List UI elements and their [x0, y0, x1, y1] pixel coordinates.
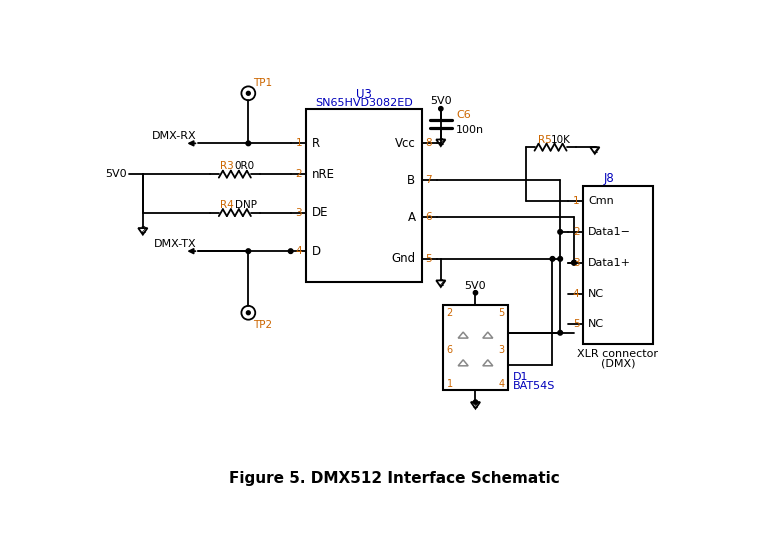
Text: B: B — [407, 174, 416, 187]
Text: DE: DE — [313, 206, 329, 219]
Text: (DMX): (DMX) — [601, 358, 635, 369]
Circle shape — [557, 229, 562, 234]
Text: U3: U3 — [356, 88, 372, 101]
Text: 2: 2 — [573, 227, 579, 237]
Text: A: A — [407, 211, 416, 224]
Text: C6: C6 — [456, 110, 471, 120]
Text: 2: 2 — [438, 279, 444, 288]
Text: 5: 5 — [425, 254, 432, 264]
Circle shape — [474, 290, 477, 295]
Text: D1: D1 — [513, 372, 528, 383]
Text: R3: R3 — [220, 161, 234, 171]
Circle shape — [550, 257, 554, 261]
Circle shape — [439, 107, 443, 111]
FancyBboxPatch shape — [583, 186, 652, 343]
Text: 6: 6 — [447, 345, 453, 354]
Text: 2: 2 — [592, 145, 598, 155]
Text: 5V0: 5V0 — [105, 169, 127, 179]
Text: 7: 7 — [425, 175, 432, 185]
Text: DMX-TX: DMX-TX — [154, 239, 197, 249]
Circle shape — [571, 260, 576, 265]
Text: 2: 2 — [140, 227, 146, 236]
FancyBboxPatch shape — [306, 109, 421, 282]
Text: 1: 1 — [573, 196, 579, 206]
Text: DMX-RX: DMX-RX — [152, 132, 197, 142]
Text: 5: 5 — [573, 319, 579, 329]
Text: 5V0: 5V0 — [464, 281, 487, 291]
Text: 4: 4 — [498, 379, 504, 389]
Text: BAT54S: BAT54S — [513, 381, 555, 391]
Text: 3: 3 — [498, 345, 504, 354]
Text: 2: 2 — [296, 169, 302, 179]
Text: 4: 4 — [573, 289, 579, 299]
Text: R4: R4 — [220, 200, 234, 210]
Text: 10K: 10K — [551, 134, 571, 144]
Text: 2: 2 — [447, 308, 453, 318]
Text: 5V0: 5V0 — [430, 96, 452, 106]
Text: Figure 5. DMX512 Interface Schematic: Figure 5. DMX512 Interface Schematic — [229, 471, 560, 486]
Text: 3: 3 — [296, 208, 302, 218]
Text: 0R0: 0R0 — [235, 161, 255, 171]
Text: 3: 3 — [573, 258, 579, 268]
Circle shape — [571, 260, 576, 265]
Text: 6: 6 — [425, 212, 432, 222]
Text: D: D — [313, 244, 321, 258]
Text: J8: J8 — [604, 171, 614, 185]
Circle shape — [246, 91, 250, 95]
Text: nRE: nRE — [313, 168, 335, 181]
Text: R: R — [313, 137, 320, 150]
Text: 4: 4 — [296, 246, 302, 256]
Circle shape — [246, 311, 250, 315]
Text: XLR connector: XLR connector — [578, 349, 658, 359]
Text: 100n: 100n — [456, 126, 484, 135]
Text: 1: 1 — [296, 138, 302, 148]
Text: 1: 1 — [447, 379, 453, 389]
Text: NC: NC — [588, 319, 604, 329]
Text: Gnd: Gnd — [391, 252, 416, 265]
Text: 2: 2 — [438, 138, 444, 147]
Circle shape — [474, 400, 477, 404]
Circle shape — [246, 141, 251, 145]
FancyBboxPatch shape — [443, 305, 508, 390]
Text: Vcc: Vcc — [395, 137, 416, 150]
Text: Cmn: Cmn — [588, 196, 614, 206]
Text: NC: NC — [588, 289, 604, 299]
Text: TP1: TP1 — [253, 77, 272, 87]
Circle shape — [288, 249, 293, 253]
Text: DNP: DNP — [235, 200, 256, 210]
Text: R5: R5 — [537, 134, 551, 144]
Text: Data1−: Data1− — [588, 227, 631, 237]
Text: Data1+: Data1+ — [588, 258, 631, 268]
Circle shape — [557, 331, 562, 335]
Circle shape — [246, 249, 251, 253]
Text: 2: 2 — [473, 400, 478, 410]
Text: 8: 8 — [425, 138, 432, 148]
Text: SN65HVD3082ED: SN65HVD3082ED — [315, 98, 413, 108]
Text: 5: 5 — [498, 308, 504, 318]
Text: TP2: TP2 — [253, 320, 272, 330]
Circle shape — [557, 257, 562, 261]
